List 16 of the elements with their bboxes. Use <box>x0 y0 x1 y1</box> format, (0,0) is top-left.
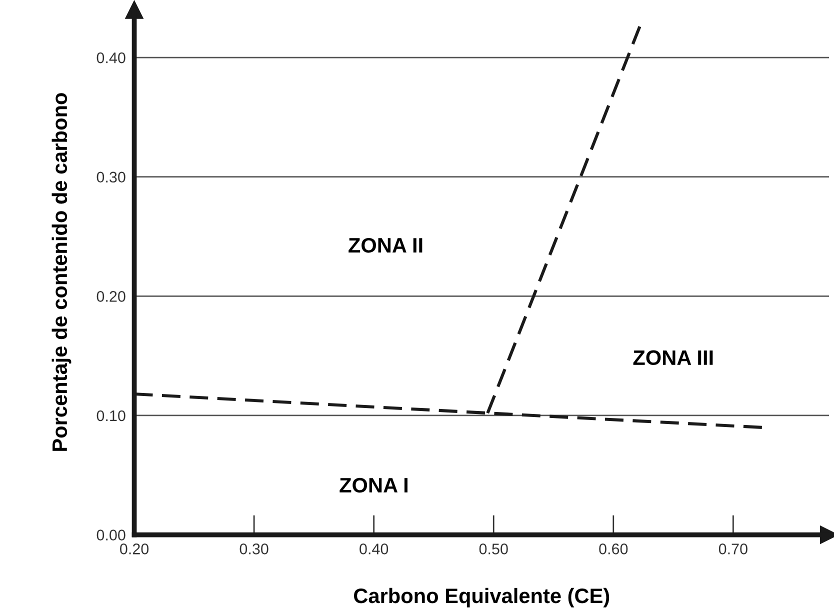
y-tick-label: 0.10 <box>96 410 126 422</box>
y-tick-label: 0.40 <box>96 52 126 64</box>
annotation: ZONA I <box>340 478 408 493</box>
x-tick-label: 0.40 <box>360 544 388 554</box>
x-tick-label: 0.20 <box>120 544 149 554</box>
x-tick-label: 0.50 <box>479 544 508 554</box>
annotation: ZONA II <box>348 238 422 253</box>
y-tick-label: 0.20 <box>96 291 126 302</box>
x-tick-label: 0.30 <box>240 544 268 554</box>
x-tick-label: 0.60 <box>599 544 628 554</box>
annotation: ZONA III <box>633 350 713 366</box>
y-tick-label: 0.30 <box>96 172 126 183</box>
y-axis-title: Porcentaje de contenido de carbono <box>52 93 72 451</box>
y-tick-label: 0.00 <box>96 530 126 540</box>
x-axis-title: Carbono Equivalente (CE) <box>354 588 610 608</box>
x-tick-label: 0.70 <box>718 544 748 554</box>
